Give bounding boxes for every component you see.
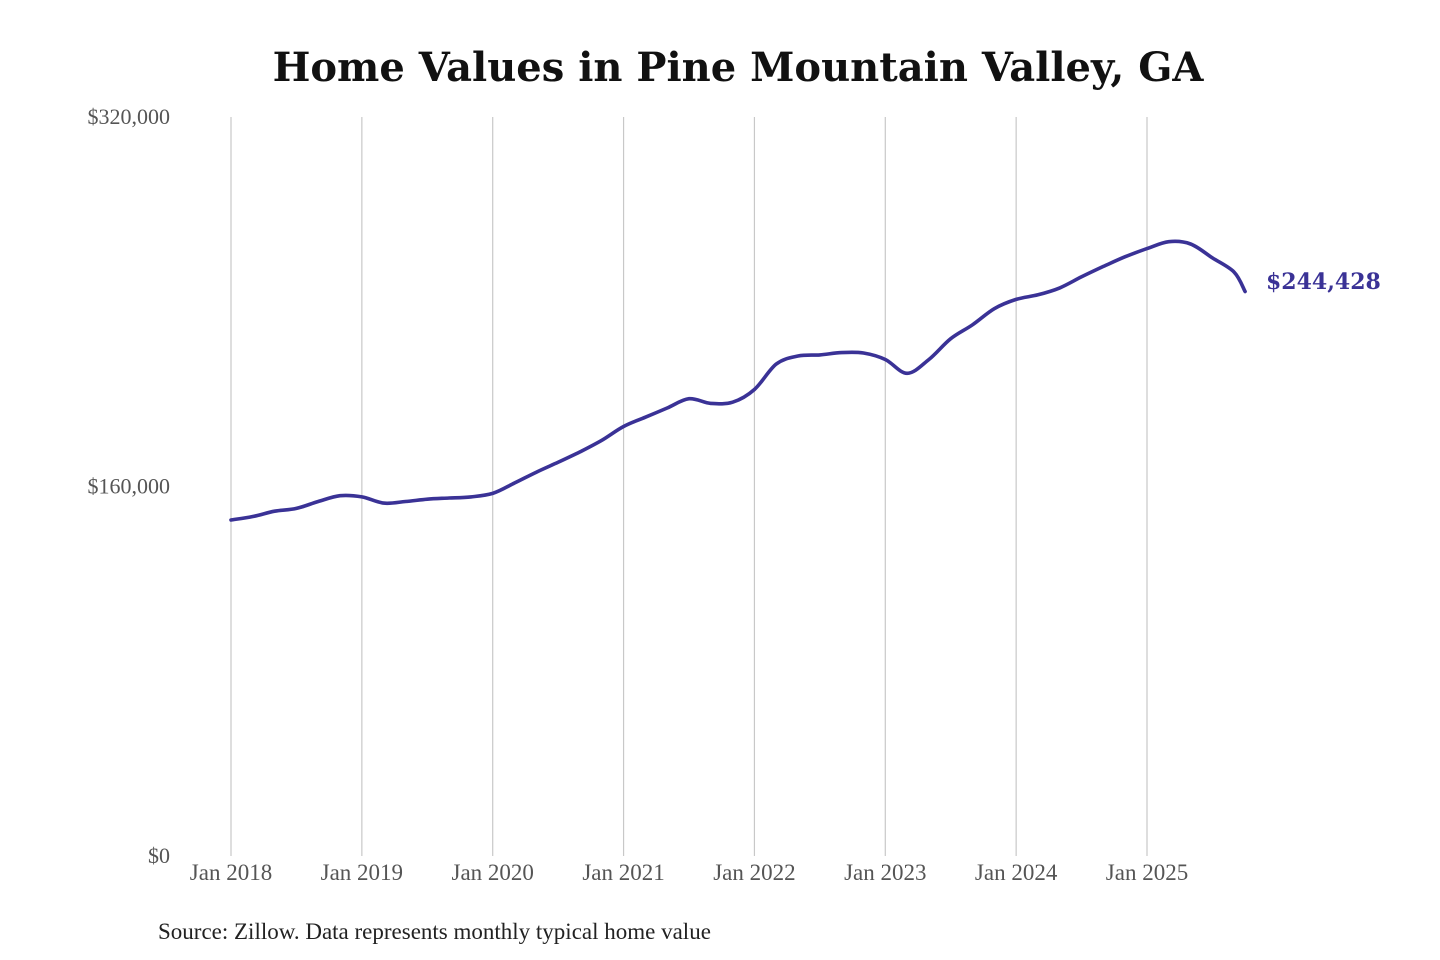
end-value-label: $244,428 xyxy=(1266,269,1381,295)
x-tick-label: Jan 2019 xyxy=(321,860,403,885)
x-axis: Jan 2018 Jan 2019 Jan 2020 Jan 2021 Jan 2022… xyxy=(190,860,1188,885)
y-axis: $0 $160,000 $320,000 xyxy=(88,104,171,868)
gridlines xyxy=(230,117,1148,856)
y-tick-label: $160,000 xyxy=(88,474,171,499)
x-tick-label: Jan 2024 xyxy=(975,860,1058,885)
x-tick-label: Jan 2018 xyxy=(190,860,272,885)
x-tick-label: Jan 2022 xyxy=(713,860,795,885)
series-line-home-value xyxy=(229,239,1247,522)
x-tick-label: Jan 2020 xyxy=(452,860,534,885)
source-note: Source: Zillow. Data represents monthly … xyxy=(158,919,711,944)
y-tick-label: $320,000 xyxy=(88,104,171,129)
x-tick-label: Jan 2025 xyxy=(1106,860,1188,885)
y-tick-label: $0 xyxy=(148,843,170,868)
x-tick-label: Jan 2023 xyxy=(844,860,926,885)
x-tick-label: Jan 2021 xyxy=(582,860,664,885)
chart-title: Home Values in Pine Mountain Valley, GA xyxy=(273,44,1205,91)
